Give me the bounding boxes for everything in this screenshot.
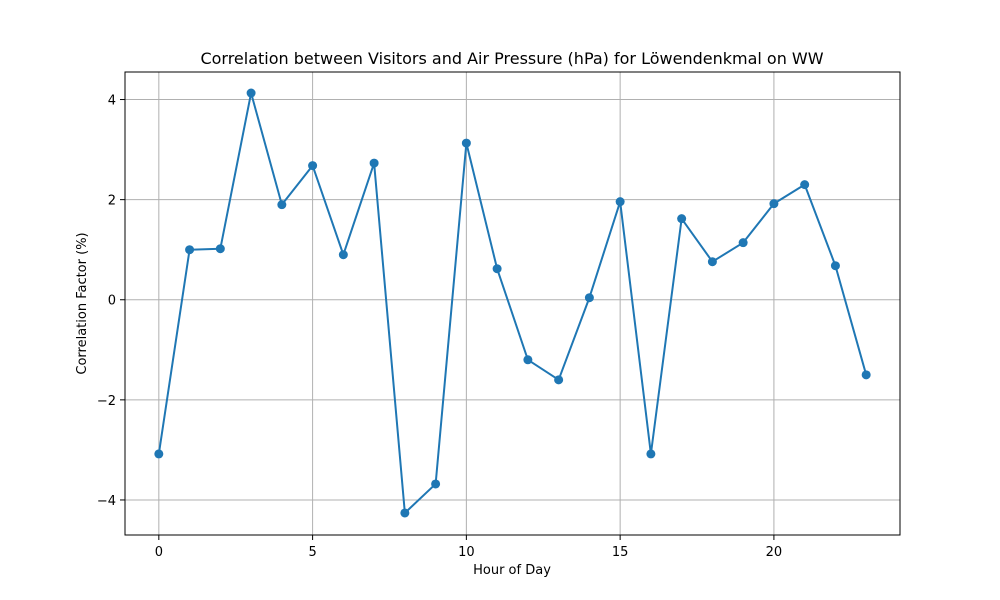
y-tick-label: 4	[108, 94, 116, 109]
data-point	[369, 158, 379, 168]
x-tick-label: 5	[308, 545, 316, 560]
y-axis-title: Correlation Factor (%)	[75, 232, 90, 374]
series-line	[157, 92, 868, 514]
data-point	[861, 370, 871, 380]
x-axis-title: Hour of Day	[473, 563, 551, 578]
x-tick-label: 15	[612, 545, 629, 560]
data-series	[154, 88, 871, 518]
data-point	[338, 250, 348, 260]
data-point	[185, 245, 195, 255]
data-point	[431, 479, 441, 489]
chart-title: Correlation between Visitors and Air Pre…	[200, 49, 823, 68]
data-point	[461, 138, 471, 148]
data-point	[738, 238, 748, 248]
data-point	[615, 197, 625, 207]
data-point	[646, 449, 656, 459]
data-point	[523, 355, 533, 365]
data-point	[584, 293, 594, 303]
data-point	[800, 180, 810, 190]
data-point	[308, 161, 318, 171]
data-point	[400, 508, 410, 518]
x-tick-label: 20	[766, 545, 783, 560]
y-tick-label: 2	[108, 194, 116, 209]
y-tick-label: 0	[108, 294, 116, 309]
y-tick-label: −2	[97, 394, 116, 409]
data-point	[707, 257, 717, 267]
data-point	[677, 214, 687, 224]
data-point	[277, 200, 287, 210]
data-point	[154, 449, 164, 459]
x-tick-label: 10	[458, 545, 475, 560]
data-point	[830, 261, 840, 271]
data-point	[492, 264, 502, 274]
data-point	[554, 375, 564, 385]
x-tick-label: 0	[155, 545, 163, 560]
data-point	[246, 88, 256, 98]
plot-frame	[124, 71, 901, 536]
axis-ticks: 0 5 10 15 20 −4 −2 0 2 4	[97, 94, 782, 560]
data-point	[769, 199, 779, 209]
y-tick-label: −4	[97, 494, 116, 509]
data-point	[215, 244, 225, 254]
